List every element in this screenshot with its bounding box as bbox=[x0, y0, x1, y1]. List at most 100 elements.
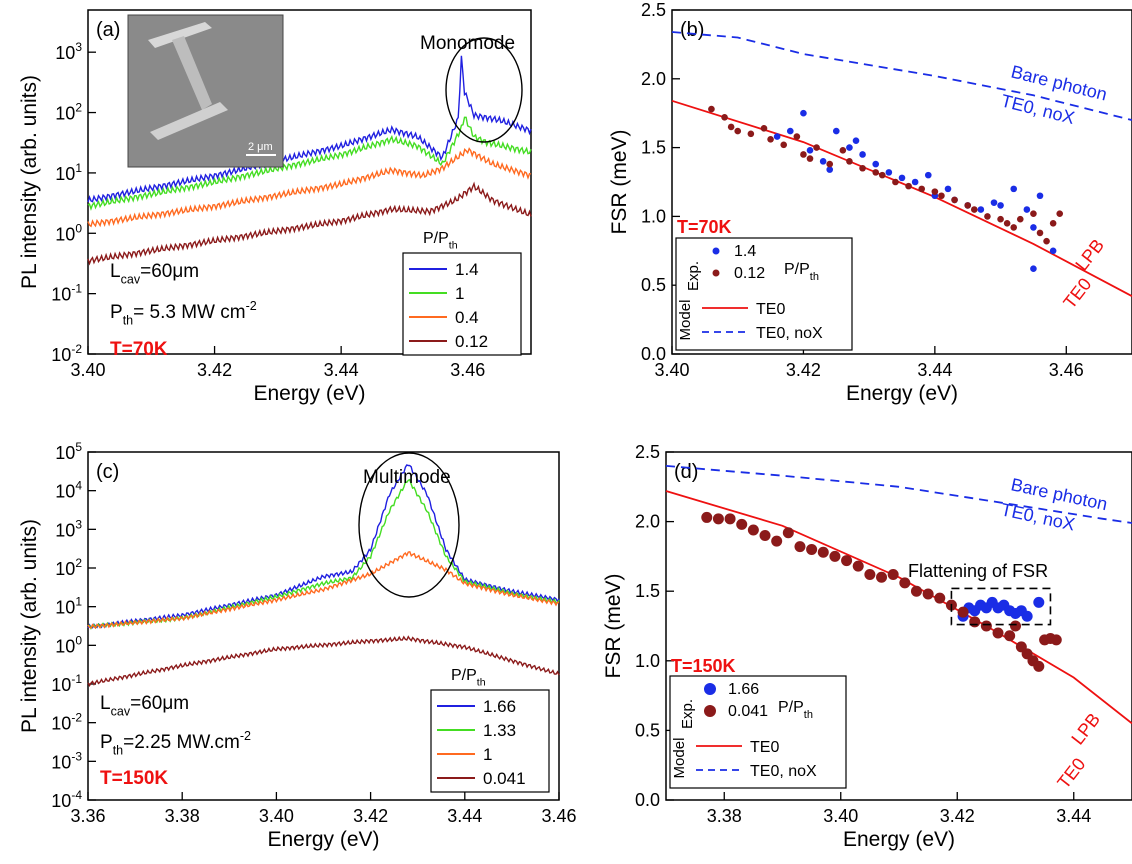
data-point-1.4 bbox=[944, 185, 952, 193]
lpb-label: LPB bbox=[1067, 709, 1104, 748]
data-point-0.12 bbox=[806, 155, 814, 162]
cavity-length-main: L bbox=[110, 261, 121, 282]
data-point-0.041 bbox=[782, 527, 794, 539]
y-axis-label: FSR (meV) bbox=[608, 130, 631, 235]
panel-2: 3.36 3.38 3.40 3.42 3.44 3.4610-410-310-210-1… bbox=[18, 440, 577, 851]
y-tick-exp: -2 bbox=[71, 342, 82, 356]
series-line-1 bbox=[87, 550, 560, 630]
legend-model-dashed: TE0, noX bbox=[756, 325, 823, 342]
data-point-0.12 bbox=[826, 160, 834, 168]
y-tick-exp: 2 bbox=[75, 556, 82, 570]
data-point-0.041 bbox=[1010, 620, 1021, 632]
data-point-1.4 bbox=[1010, 185, 1018, 193]
threshold-power-rest: =2.25 MW.cm bbox=[123, 732, 240, 753]
cavity-length: Lcav=60μm bbox=[100, 693, 189, 719]
x-tick-label: 3.46 bbox=[541, 806, 576, 826]
legend-title-sub: th bbox=[810, 271, 819, 283]
te0-curve-label: TE0 bbox=[1053, 754, 1089, 792]
data-point-0.12 bbox=[846, 158, 853, 165]
y-tick-exp: 2 bbox=[75, 101, 82, 115]
data-point-0.12 bbox=[793, 133, 801, 140]
data-point-1.4 bbox=[773, 133, 781, 140]
series-line-1 bbox=[87, 116, 532, 211]
legend-entry: 1.4 bbox=[455, 260, 479, 279]
data-point-0.12 bbox=[1049, 219, 1057, 227]
y-tick-base: 10 bbox=[51, 285, 71, 305]
legend-marker bbox=[712, 269, 720, 277]
data-point-0.041 bbox=[724, 513, 736, 525]
y-tick-label: 100 bbox=[55, 633, 82, 656]
y-tick-label: 1.5 bbox=[641, 138, 666, 158]
data-point-1.4 bbox=[924, 171, 932, 179]
data-point-1.4 bbox=[819, 158, 827, 165]
axes-frame bbox=[87, 9, 532, 355]
legend-model-label: Model bbox=[677, 300, 694, 341]
data-point-1.66 bbox=[1021, 610, 1033, 622]
y-tick-base: 10 bbox=[55, 636, 75, 656]
y-tick-exp: -1 bbox=[71, 672, 82, 686]
y-tick-base: 10 bbox=[51, 675, 71, 695]
y-tick-base: 10 bbox=[51, 714, 71, 734]
series-line-0.041 bbox=[87, 635, 560, 688]
mode-ellipse bbox=[358, 452, 460, 598]
data-point-0.041 bbox=[992, 627, 1004, 639]
data-point-0.041 bbox=[899, 577, 911, 589]
y-tick-label: 103 bbox=[55, 517, 82, 540]
y-tick-base: 10 bbox=[55, 482, 75, 502]
threshold-power-sub: th bbox=[123, 314, 133, 328]
y-tick-base: 10 bbox=[55, 164, 75, 184]
legend-model-solid: TE0 bbox=[756, 301, 785, 318]
legend-title-main: P/P bbox=[784, 261, 810, 278]
sem-waveguide bbox=[172, 36, 212, 110]
data-point-1.4 bbox=[990, 199, 998, 206]
data-point-1.4 bbox=[1023, 206, 1031, 213]
data-point-1.4 bbox=[1030, 224, 1037, 231]
y-tick-label: 10-2 bbox=[51, 711, 82, 734]
cavity-length-main: L bbox=[100, 693, 111, 714]
y-tick-label: 0.5 bbox=[641, 275, 666, 295]
x-tick-label: 3.42 bbox=[197, 360, 232, 380]
y-axis-label: PL intensity (arb. units) bbox=[18, 519, 41, 733]
data-point-0.12 bbox=[918, 185, 926, 193]
data-point-0.041 bbox=[1050, 634, 1062, 646]
data-point-0.12 bbox=[1043, 237, 1050, 245]
y-tick-exp: -2 bbox=[71, 711, 82, 725]
data-point-0.041 bbox=[876, 571, 888, 583]
cavity-length-rest: =60μm bbox=[130, 693, 189, 714]
data-point-0.041 bbox=[887, 568, 899, 580]
y-axis-label: FSR (meV) bbox=[602, 574, 625, 679]
model-line-1 bbox=[671, 31, 1132, 121]
series-line-1.66 bbox=[87, 464, 560, 629]
data-point-0.12 bbox=[1030, 210, 1037, 217]
y-tick-label: 1.0 bbox=[641, 206, 666, 226]
data-point-0.12 bbox=[931, 188, 939, 195]
data-point-0.041 bbox=[1004, 630, 1016, 642]
data-point-0.12 bbox=[734, 127, 742, 135]
data-point-0.041 bbox=[922, 588, 934, 600]
data-point-0.041 bbox=[852, 560, 864, 572]
legend-title: P/Pth bbox=[451, 667, 486, 689]
y-tick-exp: 1 bbox=[75, 161, 82, 175]
data-point-1.4 bbox=[885, 169, 893, 176]
data-point-0.12 bbox=[780, 141, 788, 149]
y-tick-label: 10-3 bbox=[51, 749, 82, 772]
data-point-0.12 bbox=[1003, 219, 1011, 227]
x-tick-label: 3.46 bbox=[1049, 360, 1084, 380]
data-point-1.4 bbox=[806, 147, 814, 154]
y-tick-exp: 5 bbox=[75, 440, 82, 454]
data-point-0.12 bbox=[747, 130, 755, 138]
data-point-1.4 bbox=[826, 166, 834, 173]
y-tick-label: 10-2 bbox=[51, 342, 82, 365]
data-point-0.12 bbox=[1056, 210, 1064, 217]
legend-exp-label: Exp. bbox=[679, 699, 696, 729]
y-tick-base: 10 bbox=[55, 520, 75, 540]
data-point-0.041 bbox=[934, 592, 946, 604]
y-tick-label: 2.5 bbox=[641, 0, 666, 20]
y-tick-base: 10 bbox=[51, 752, 71, 772]
data-point-1.4 bbox=[832, 127, 840, 135]
data-point-0.041 bbox=[794, 541, 806, 553]
data-point-0.041 bbox=[736, 518, 748, 530]
series-line-1.33 bbox=[87, 478, 560, 630]
data-point-0.12 bbox=[872, 169, 880, 176]
legend-entry: 0.041 bbox=[728, 703, 768, 720]
